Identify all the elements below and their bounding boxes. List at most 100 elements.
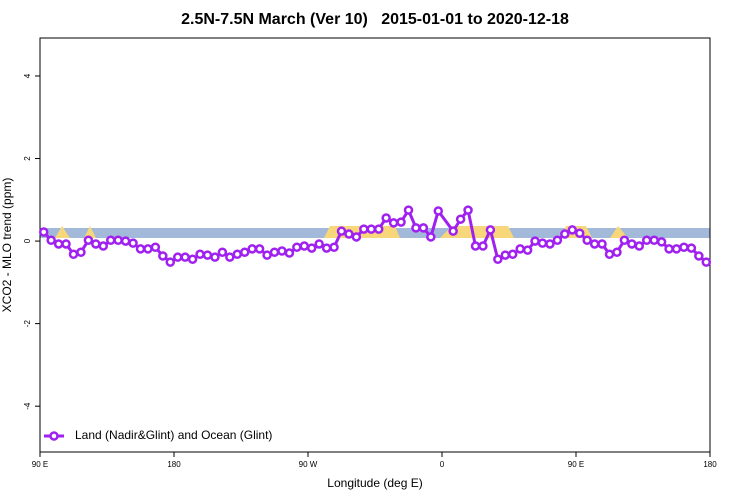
x-tick-label: 180 [703, 460, 717, 469]
x-tick-label: 180 [167, 460, 181, 469]
data-point [411, 223, 421, 233]
data-point [225, 252, 235, 262]
data-point [351, 232, 362, 242]
land-patch [84, 226, 96, 238]
y-tick-label: 0 [23, 238, 32, 243]
data-point [552, 235, 563, 246]
data-point [545, 239, 555, 249]
data-point [239, 247, 250, 257]
data-point [284, 248, 295, 258]
data-point [210, 252, 220, 262]
data-point [232, 249, 243, 260]
data-point [105, 235, 116, 246]
data-point [433, 206, 444, 216]
data-point [187, 254, 198, 264]
y-axis-label: XCO2 - MLO trend (ppm) [0, 178, 14, 313]
data-point [388, 218, 399, 228]
data-point [574, 228, 585, 238]
data-point [612, 247, 622, 257]
data-point [46, 235, 56, 246]
data-point [269, 247, 280, 257]
data-point [418, 223, 429, 233]
data-point [567, 225, 578, 235]
data-point [396, 217, 406, 227]
data-point [113, 235, 123, 246]
data-point [195, 249, 205, 260]
y-tick-label: 4 [23, 73, 32, 78]
data-point [262, 250, 272, 260]
data-point [582, 235, 592, 246]
data-point [381, 213, 391, 223]
data-point [366, 224, 377, 234]
chart-title: 2.5N-7.5N March (Ver 10) 2015-01-01 to 2… [181, 11, 569, 28]
data-point [478, 241, 488, 251]
data-point [701, 257, 712, 267]
data-point [515, 244, 525, 254]
data-point [604, 249, 615, 260]
x-tick-label: 90 W [299, 460, 318, 469]
data-point [656, 237, 667, 247]
data-point [344, 229, 354, 239]
y-tick-label: -4 [23, 402, 32, 410]
data-point [679, 242, 689, 253]
data-point [403, 205, 414, 215]
data-point [597, 239, 607, 249]
data-point [128, 238, 138, 248]
data-point [500, 250, 511, 260]
data-point [83, 235, 94, 246]
data-point [671, 244, 682, 254]
data-point [38, 227, 49, 237]
data-point [560, 229, 570, 239]
y-tick-label: -2 [23, 320, 32, 328]
data-point [329, 242, 339, 253]
data-point [649, 235, 659, 246]
data-point [522, 245, 533, 255]
data-point [686, 243, 697, 253]
data-point [314, 239, 324, 249]
data-point [98, 241, 109, 251]
data-point [530, 236, 540, 246]
data-point [426, 232, 436, 242]
data-point [143, 244, 153, 254]
data-point [627, 239, 637, 249]
data-point [359, 224, 369, 234]
data-point [485, 225, 496, 235]
legend-label: Land (Nadir&Glint) and Ocean (Glint) [75, 428, 272, 442]
data-point [53, 239, 64, 249]
data-point [254, 244, 265, 254]
data-point [463, 205, 473, 215]
data-point [217, 247, 228, 257]
data-point [373, 224, 384, 234]
data-point [292, 242, 302, 253]
data-point [641, 235, 652, 246]
data-point [507, 249, 518, 260]
data-point [247, 244, 257, 254]
data-point [180, 252, 190, 262]
plot-frame [39, 37, 711, 453]
x-axis-label: Longitude (deg E) [327, 476, 422, 490]
data-point [91, 239, 101, 249]
data-point [694, 251, 704, 261]
data-point [619, 235, 630, 246]
land-patch [55, 226, 70, 238]
data-point [165, 257, 176, 267]
data-point [120, 236, 131, 246]
data-point [470, 241, 481, 251]
data-point [493, 254, 503, 264]
data-point [634, 241, 645, 251]
x-tick-label: 90 E [32, 460, 48, 469]
data-point [172, 252, 183, 262]
legend-marker [49, 431, 59, 441]
data-point [202, 250, 213, 260]
data-point [277, 246, 287, 256]
data-point [299, 241, 310, 251]
data-point [306, 243, 317, 253]
data-point [448, 226, 458, 236]
data-point [537, 238, 548, 248]
data-point [455, 214, 466, 224]
data-point [664, 244, 674, 254]
y-tick-label: 2 [23, 156, 32, 161]
data-point [150, 242, 161, 253]
